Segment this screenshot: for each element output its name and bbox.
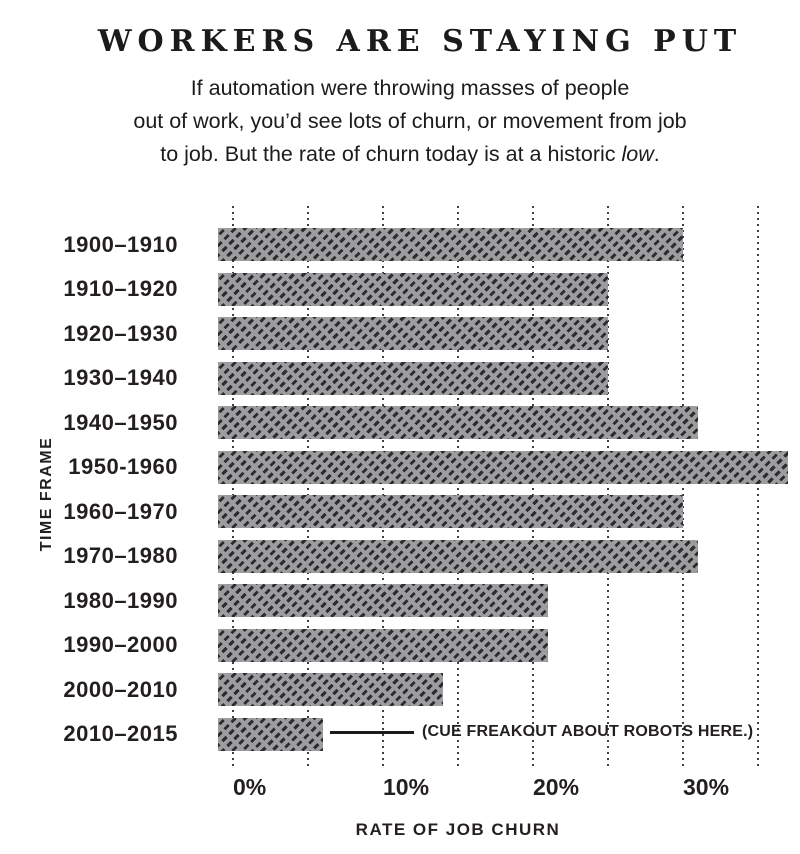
y-axis-label-1920–1930: 1920–1930 [63,320,178,346]
bar-1930–1940 [218,361,608,395]
bar-1980–1990 [218,584,548,617]
y-axis-label-1960–1970: 1960–1970 [63,498,178,524]
y-axis-title: TIME FRAME [38,436,55,552]
callout-connector-line [330,731,414,734]
y-axis-label-1970–1980: 1970–1980 [63,543,178,568]
y-axis-label-2000–2010: 2000–2010 [63,676,178,702]
bar-1970–1980 [218,539,698,573]
bar-1950-1960 [218,450,788,484]
gridline-0pct [232,206,234,770]
x-axis-title: RATE OF JOB CHURN [355,820,561,839]
bar-1920–1930 [218,317,608,350]
bar-1960–1970 [218,495,683,528]
y-axis-label-1930–1940: 1930–1940 [63,365,178,390]
chart-title: WORKERS ARE STAYING PUT [97,24,743,59]
bar-2010–2015 [218,717,323,751]
subtitle-line-2: out of work, you’d see lots of churn, or… [133,109,687,133]
bar-1990–2000 [218,628,548,662]
gridline-10pct [382,206,384,770]
italic-word: low [621,142,654,166]
gridline-30pct [682,206,684,770]
bar-1910–1920 [218,272,608,306]
y-axis-label-1900–1910: 1900–1910 [63,231,178,257]
y-axis-label-1940–1950: 1940–1950 [63,409,178,435]
x-tick-20%: 20% [533,774,580,800]
bar-1940–1950 [218,406,698,439]
y-axis-label-1910–1920: 1910–1920 [63,276,178,301]
x-tick-30%: 30% [683,774,730,800]
gridline-20pct [532,206,534,770]
gridline-15pct [457,206,459,770]
subtitle-line-1: If automation were throwing masses of pe… [190,76,630,100]
subtitle-line-3: to job. But the rate of churn today is a… [160,142,660,166]
bar-2000–2010 [218,673,443,706]
gridline-5pct [307,206,309,770]
y-axis-label-1950-1960: 1950-1960 [68,454,178,479]
gridline-25pct [607,206,609,770]
bar-1900–1910 [218,228,683,261]
callout-annotation: (CUE FREAKOUT ABOUT ROBOTS HERE.) [422,723,754,740]
gridline-35pct [757,206,759,770]
x-tick-10%: 10% [383,774,430,800]
y-axis-label-2010–2015: 2010–2015 [63,721,178,746]
chart-subtitle: If automation were throwing masses of pe… [20,72,800,171]
y-axis-label-1980–1990: 1980–1990 [63,587,178,613]
y-axis-label-1990–2000: 1990–2000 [63,632,178,657]
x-tick-0%: 0% [233,774,267,800]
